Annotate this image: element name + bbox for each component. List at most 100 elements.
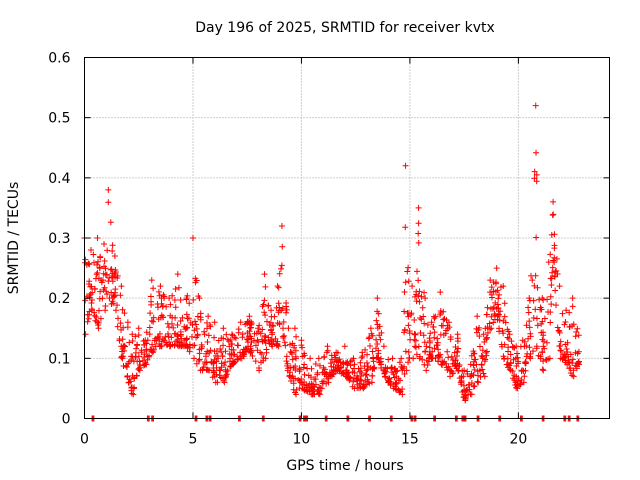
data-point	[91, 286, 98, 293]
data-point	[258, 351, 265, 358]
data-point	[212, 379, 219, 386]
data-point	[533, 171, 540, 178]
data-point	[146, 324, 153, 331]
data-point	[239, 331, 246, 338]
data-point	[278, 222, 285, 229]
data-point	[467, 373, 474, 380]
data-point	[450, 370, 457, 377]
data-point	[143, 340, 150, 347]
data-point	[172, 314, 179, 321]
data-point	[429, 348, 436, 355]
data-point	[262, 340, 269, 347]
data-point	[321, 366, 328, 373]
data-point	[248, 335, 255, 342]
data-point	[89, 289, 96, 296]
data-point	[261, 271, 268, 278]
data-point	[327, 360, 334, 367]
data-point	[416, 355, 423, 362]
data-point	[220, 335, 227, 342]
data-point	[533, 234, 540, 241]
data-point	[454, 331, 461, 338]
data-point	[262, 334, 269, 341]
data-point	[375, 355, 382, 362]
data-point	[229, 332, 236, 339]
data-point	[526, 318, 533, 325]
data-point	[174, 321, 181, 328]
data-point	[475, 326, 482, 333]
data-point	[166, 295, 173, 302]
data-point	[155, 288, 162, 295]
data-point	[437, 331, 444, 338]
data-point	[435, 346, 442, 353]
data-point	[567, 370, 574, 377]
data-point	[275, 284, 282, 291]
data-point	[557, 355, 564, 362]
data-point	[540, 338, 547, 345]
data-point	[217, 346, 224, 353]
data-point	[488, 313, 495, 320]
data-point	[482, 349, 489, 356]
data-point	[537, 306, 544, 313]
data-point	[135, 331, 142, 338]
data-point	[284, 362, 291, 369]
data-point	[268, 337, 275, 344]
data-point	[85, 281, 92, 288]
data-point	[167, 312, 174, 319]
data-point	[575, 348, 582, 355]
data-point	[549, 264, 556, 271]
data-point	[148, 317, 155, 324]
data-point	[174, 271, 181, 278]
data-point	[514, 377, 521, 384]
data-point	[488, 284, 495, 291]
data-point	[225, 338, 232, 345]
data-point	[155, 304, 162, 311]
data-point	[396, 359, 403, 366]
data-point	[298, 337, 305, 344]
data-point	[551, 272, 558, 279]
data-point	[480, 331, 487, 338]
data-point	[525, 309, 532, 316]
data-point	[454, 348, 461, 355]
data-point	[201, 360, 208, 367]
data-point	[148, 277, 155, 284]
data-point	[572, 362, 579, 369]
data-point	[407, 311, 414, 318]
data-point	[553, 255, 560, 262]
data-point	[431, 329, 438, 336]
data-point	[283, 306, 290, 313]
data-point	[548, 275, 555, 282]
data-point	[468, 352, 475, 359]
data-point	[455, 367, 462, 374]
data-point	[218, 349, 225, 356]
x-tick-label: 5	[189, 432, 198, 448]
data-point	[217, 367, 224, 374]
data-point	[159, 303, 166, 310]
data-point	[299, 385, 306, 392]
data-point	[157, 283, 164, 290]
data-point	[401, 308, 408, 315]
data-point	[143, 361, 150, 368]
data-point	[342, 373, 349, 380]
data-point	[223, 373, 230, 380]
data-point	[279, 305, 286, 312]
data-point	[129, 338, 136, 345]
data-point	[540, 358, 547, 365]
data-point	[417, 314, 424, 321]
data-point	[540, 329, 547, 336]
data-point	[374, 354, 381, 361]
data-point	[269, 343, 276, 350]
data-point	[221, 362, 228, 369]
data-point	[494, 301, 501, 308]
data-point	[424, 321, 431, 328]
data-point	[442, 330, 449, 337]
data-point	[415, 343, 422, 350]
data-point	[539, 366, 546, 373]
data-point	[172, 304, 179, 311]
data-point	[237, 319, 244, 326]
data-point	[461, 367, 468, 374]
data-point	[132, 333, 139, 340]
y-tick-label: 0.3	[48, 231, 70, 247]
data-point	[385, 356, 392, 363]
data-point	[324, 343, 331, 350]
data-point	[108, 266, 115, 273]
